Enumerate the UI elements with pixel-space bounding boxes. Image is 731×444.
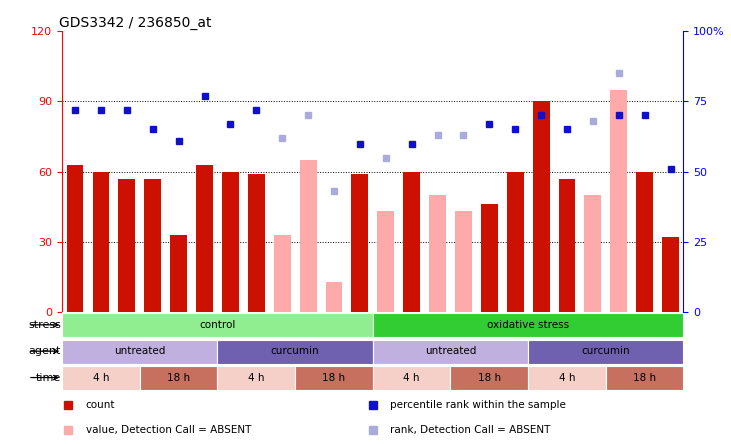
- Bar: [373, 313, 683, 337]
- Bar: [610, 172, 627, 312]
- Bar: [373, 366, 450, 390]
- Bar: [528, 366, 606, 390]
- Bar: [377, 211, 394, 312]
- Bar: [507, 172, 523, 312]
- Bar: [144, 178, 161, 312]
- Bar: [533, 101, 550, 312]
- Text: stress: stress: [28, 320, 61, 330]
- Bar: [295, 366, 373, 390]
- Text: count: count: [86, 400, 115, 410]
- Text: oxidative stress: oxidative stress: [487, 320, 569, 330]
- Text: 4 h: 4 h: [404, 373, 420, 383]
- Text: 18 h: 18 h: [167, 373, 190, 383]
- Text: curcumin: curcumin: [581, 346, 630, 356]
- Bar: [404, 172, 420, 312]
- Text: 18 h: 18 h: [478, 373, 501, 383]
- Bar: [558, 178, 575, 312]
- Bar: [585, 195, 602, 312]
- Bar: [429, 195, 446, 312]
- Bar: [606, 366, 683, 390]
- Text: untreated: untreated: [114, 346, 165, 356]
- Text: time: time: [36, 373, 61, 383]
- Text: 4 h: 4 h: [93, 373, 109, 383]
- Text: control: control: [200, 320, 235, 330]
- Bar: [222, 172, 239, 312]
- Bar: [450, 366, 528, 390]
- Bar: [218, 366, 295, 390]
- Bar: [610, 90, 627, 312]
- Text: 18 h: 18 h: [633, 373, 656, 383]
- Bar: [528, 340, 683, 364]
- Bar: [118, 178, 135, 312]
- Bar: [218, 340, 373, 364]
- Bar: [248, 174, 265, 312]
- Bar: [93, 172, 110, 312]
- Bar: [662, 237, 679, 312]
- Bar: [62, 340, 218, 364]
- Text: percentile rank within the sample: percentile rank within the sample: [390, 400, 566, 410]
- Text: GDS3342 / 236850_at: GDS3342 / 236850_at: [59, 16, 211, 30]
- Bar: [67, 165, 83, 312]
- Bar: [196, 165, 213, 312]
- Text: 4 h: 4 h: [248, 373, 265, 383]
- Text: 4 h: 4 h: [558, 373, 575, 383]
- Bar: [325, 282, 342, 312]
- Bar: [62, 313, 373, 337]
- Bar: [170, 235, 187, 312]
- Bar: [455, 211, 471, 312]
- Bar: [352, 174, 368, 312]
- Bar: [140, 366, 218, 390]
- Text: curcumin: curcumin: [270, 346, 319, 356]
- Bar: [481, 204, 498, 312]
- Text: rank, Detection Call = ABSENT: rank, Detection Call = ABSENT: [390, 425, 550, 435]
- Bar: [62, 366, 140, 390]
- Text: agent: agent: [29, 346, 61, 356]
- Text: value, Detection Call = ABSENT: value, Detection Call = ABSENT: [86, 425, 251, 435]
- Bar: [636, 172, 653, 312]
- Text: 18 h: 18 h: [322, 373, 346, 383]
- Text: untreated: untreated: [425, 346, 476, 356]
- Bar: [373, 340, 528, 364]
- Bar: [274, 235, 291, 312]
- Bar: [300, 160, 317, 312]
